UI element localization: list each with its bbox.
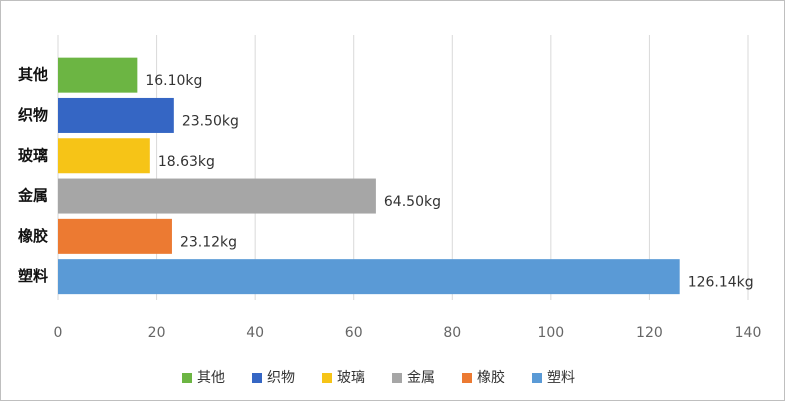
legend-label: 其他: [197, 370, 225, 386]
x-tick-label: 0: [54, 325, 63, 341]
y-tick-label: 玻璃: [18, 146, 48, 164]
x-tick-label: 20: [148, 325, 166, 341]
legend-label: 金属: [407, 370, 435, 386]
bar: [58, 259, 680, 295]
x-tick-label: 100: [537, 325, 564, 341]
bar: [58, 138, 150, 174]
value-label: 126.14kg: [688, 275, 754, 291]
y-tick-label: 织物: [18, 106, 48, 124]
bar: [58, 218, 172, 254]
x-tick-label: 140: [735, 325, 762, 341]
legend-label: 玻璃: [337, 369, 365, 386]
bar: [58, 97, 174, 133]
bar: [58, 57, 138, 93]
legend-swatch: [392, 373, 402, 383]
value-label: 23.50kg: [182, 113, 239, 129]
value-label: 64.50kg: [384, 194, 441, 210]
x-tick-label: 120: [636, 325, 663, 341]
y-tick-label: 其他: [18, 66, 48, 84]
legend-swatch: [322, 373, 332, 383]
x-tick-label: 80: [443, 325, 461, 341]
value-label: 23.12kg: [180, 234, 237, 250]
value-label: 18.63kg: [158, 154, 215, 170]
value-label: 16.10kg: [145, 73, 202, 89]
legend-label: 塑料: [547, 370, 575, 386]
y-tick-label: 橡胶: [18, 227, 48, 245]
legend-swatch: [252, 373, 262, 383]
y-tick-label: 金属: [17, 187, 48, 205]
y-tick-label: 塑料: [18, 267, 48, 285]
legend-swatch: [532, 373, 542, 383]
legend-swatch: [462, 373, 472, 383]
bar: [58, 178, 376, 214]
x-tick-label: 60: [345, 325, 363, 341]
legend-swatch: [182, 373, 192, 383]
legend-label: 织物: [267, 370, 295, 386]
legend-label: 橡胶: [477, 369, 505, 386]
x-tick-label: 40: [246, 325, 264, 341]
